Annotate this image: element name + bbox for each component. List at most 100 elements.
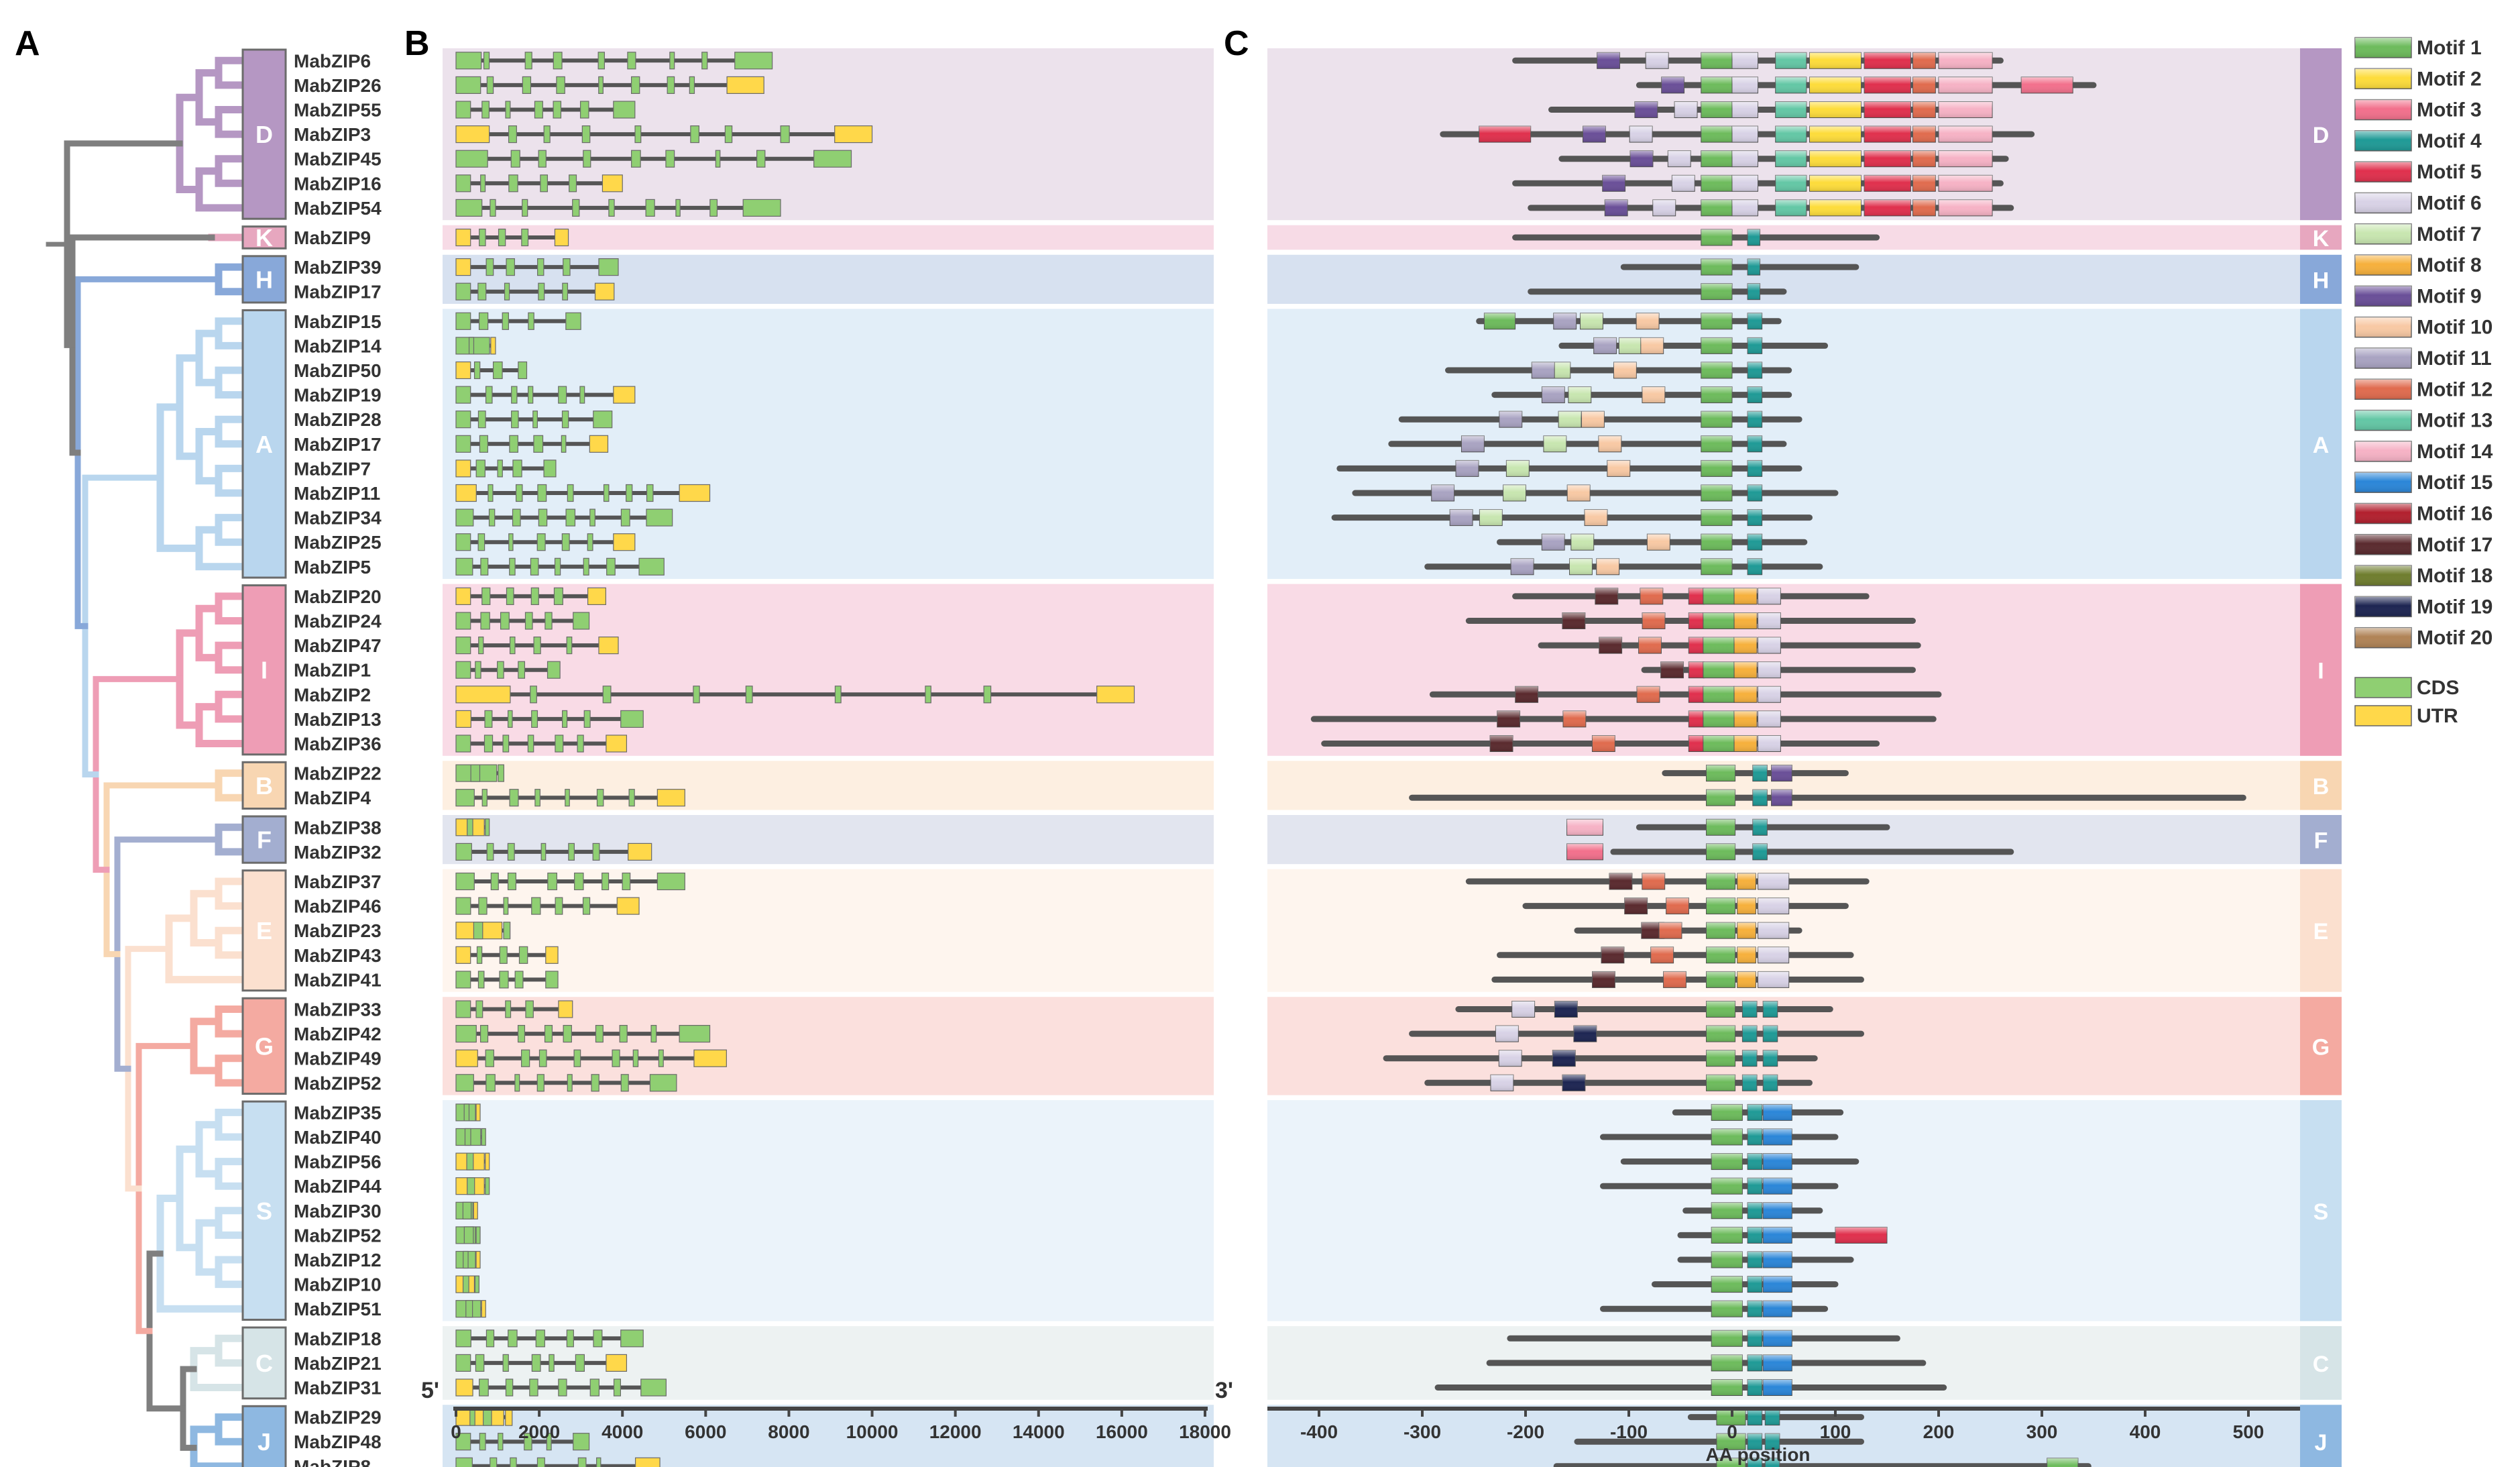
cds-box [628, 789, 635, 807]
motif-box-shade [1706, 1075, 1735, 1091]
motif-box-shade [1748, 1409, 1762, 1425]
motif-box-shade [1592, 971, 1615, 988]
cds-box [506, 587, 514, 606]
motif-box-shade [1495, 1026, 1519, 1042]
legend-label: Motif 16 [2417, 503, 2493, 525]
legend-label: Motif 6 [2417, 193, 2482, 215]
cds-box [498, 764, 504, 782]
cds-box [505, 1000, 512, 1018]
utr-box [606, 1354, 628, 1372]
utr-box [455, 125, 490, 144]
cds-box [506, 258, 515, 276]
cds-box [620, 1074, 629, 1092]
gene-length-axis: 0 2000 4000 6000 8000 10000 12000 14000 16000 180… [421, 1378, 1233, 1442]
cds-box [483, 1408, 492, 1426]
motif-box-shade [1663, 971, 1686, 988]
motif-box-shade [1688, 612, 1705, 629]
motif-box-shade [1742, 1026, 1757, 1042]
gene-name: MabZIP24 [294, 611, 382, 632]
motif-box-shade [1748, 1202, 1762, 1219]
gene-name: MabZIP43 [294, 945, 382, 966]
cds-box [522, 76, 532, 95]
motif-box-shade [1737, 946, 1756, 963]
motif-box-shade [1701, 101, 1732, 118]
motif-box-shade [1748, 558, 1762, 575]
motif-box-shade [1636, 313, 1660, 329]
motif-box-shade [1737, 898, 1756, 914]
motif-box-shade [1864, 101, 1911, 118]
cds-box [634, 125, 642, 144]
cds-box [477, 282, 487, 301]
motif-box-shade [1706, 971, 1735, 988]
cds-box [481, 587, 491, 606]
motif-box-shade [1497, 710, 1520, 727]
group-box-K [241, 225, 287, 250]
cds-box [565, 789, 570, 807]
motif-box-shade [1734, 710, 1757, 727]
cds-box [715, 150, 721, 168]
cds-box [455, 150, 488, 168]
group-label-E: E [256, 917, 272, 944]
gene-structure-backgrounds [443, 48, 1214, 1467]
cds-box [474, 1275, 479, 1293]
cds-box [455, 1457, 473, 1467]
gene-name: MabZIP3 [294, 124, 371, 145]
cds-box [518, 946, 528, 964]
motif-box-shade [1809, 199, 1862, 216]
cds-box [591, 1074, 599, 1092]
motif-box-shade [1775, 76, 1807, 93]
cds-box [488, 484, 494, 502]
cds-box [481, 789, 488, 807]
utr-box [505, 1408, 513, 1426]
group-tag-label-A: A [2313, 433, 2330, 458]
motif-box-shade [1646, 52, 1669, 69]
motif-box-shade [1558, 411, 1581, 428]
motif-box-shade [1732, 199, 1758, 216]
cds-box [587, 533, 593, 551]
motif-box-shade [1672, 175, 1695, 192]
cds-box [596, 789, 604, 807]
cds-box [558, 386, 567, 404]
motif-box-shade [1554, 1001, 1578, 1018]
legend-swatch-shade [2355, 193, 2411, 213]
gene-name: MabZIP29 [294, 1407, 382, 1428]
gene-name: MabZIP17 [294, 282, 382, 303]
motif-box-shade [1661, 76, 1684, 93]
utr-box [455, 228, 471, 247]
group-box-A [241, 309, 287, 579]
five-prime-label: 5' [421, 1378, 439, 1403]
cds-box [485, 818, 490, 836]
motif-box-shade [1701, 509, 1732, 526]
cds-box [463, 1103, 470, 1122]
cds-box [455, 411, 471, 429]
motif-box-shade [1570, 534, 1594, 551]
legend-swatch-shade [2355, 441, 2411, 461]
cds-box [509, 636, 516, 655]
panel-label-a: A [15, 24, 40, 63]
cds-box [455, 199, 483, 217]
cds-box [514, 971, 524, 989]
motif-box-shade [1912, 199, 1936, 216]
cds-box [592, 843, 600, 861]
cds-box [508, 1329, 518, 1348]
gene-name: MabZIP8 [294, 1456, 371, 1467]
group-tag-label-I: I [2317, 659, 2324, 684]
cds-box [573, 612, 590, 630]
motif-box-shade [1597, 52, 1620, 69]
cds-box [504, 282, 510, 301]
bg-band-H [443, 254, 1214, 304]
cds-box [581, 125, 591, 144]
utr-box [455, 587, 471, 606]
bg-band-c-H [1267, 254, 2300, 304]
utr-box [481, 1300, 486, 1318]
cds-box [477, 971, 485, 989]
cds-box [508, 174, 518, 193]
cds-box [464, 1128, 471, 1146]
motif-box-shade [1939, 76, 1993, 93]
motif-box-shade [1542, 534, 1565, 551]
cds-box [503, 897, 509, 915]
cds-box [620, 710, 644, 728]
group-tag-label-G: G [2312, 1034, 2330, 1060]
tree-backbone [125, 946, 172, 1192]
